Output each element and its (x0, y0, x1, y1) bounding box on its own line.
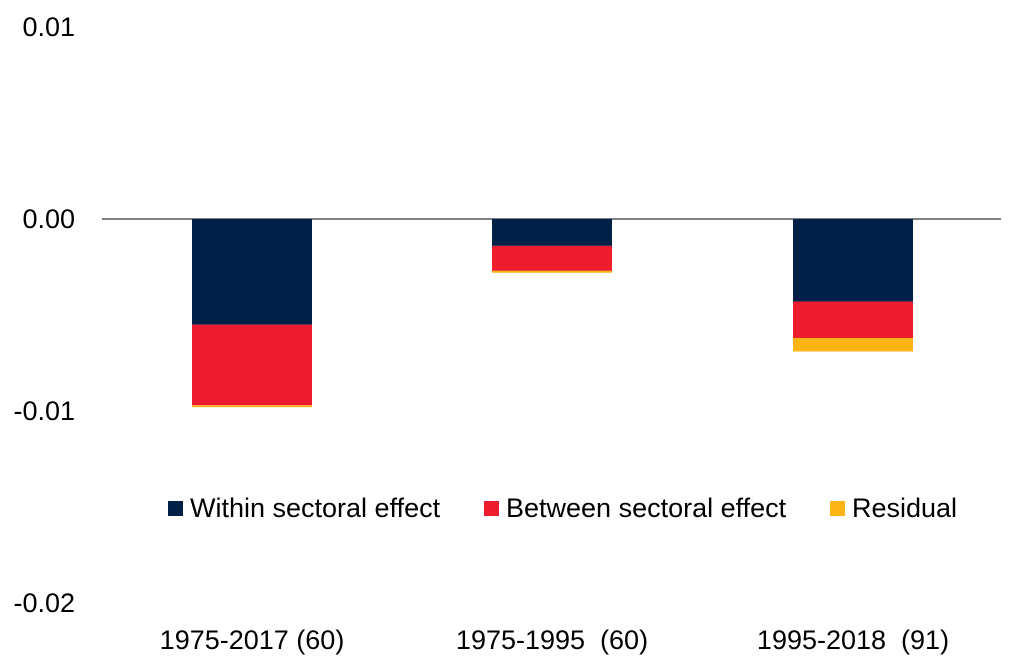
legend: Within sectoral effect Between sectoral e… (168, 493, 957, 523)
y-axis-tick-labels: 0.01 0.00 -0.01 -0.02 (13, 12, 75, 618)
bar-segment (192, 405, 312, 408)
bar-group (492, 219, 612, 273)
bar-segment (793, 219, 913, 302)
legend-swatch (484, 501, 499, 516)
bar-segment (793, 301, 913, 339)
legend-label: Between sectoral effect (506, 493, 787, 523)
bar-segment (192, 324, 312, 406)
legend-label: Residual (852, 493, 957, 523)
y-tick-label: -0.02 (13, 588, 75, 618)
bar-segment (192, 219, 312, 325)
legend-item: Residual (830, 493, 957, 523)
bar-groups (192, 219, 913, 408)
category-labels: 1975-2017 (60) 1975-1995 (60) 1995-2018 (9… (160, 625, 949, 655)
legend-item: Within sectoral effect (168, 493, 441, 523)
y-tick-label: 0.00 (22, 204, 75, 234)
category-label: 1975-1995 (60) (456, 625, 648, 655)
legend-swatch (830, 501, 845, 516)
y-tick-label: -0.01 (13, 396, 75, 426)
bar-segment (492, 219, 612, 246)
legend-swatch (168, 501, 183, 516)
bar-segment (793, 338, 913, 352)
bar-segment (492, 245, 612, 271)
y-tick-label: 0.01 (22, 12, 75, 42)
bar-segment (492, 270, 612, 273)
legend-item: Between sectoral effect (484, 493, 787, 523)
category-label: 1975-2017 (60) (160, 625, 345, 655)
category-label: 1995-2018 (91) (757, 625, 949, 655)
legend-label: Within sectoral effect (190, 493, 441, 523)
bar-group (793, 219, 913, 352)
bar-group (192, 219, 312, 408)
